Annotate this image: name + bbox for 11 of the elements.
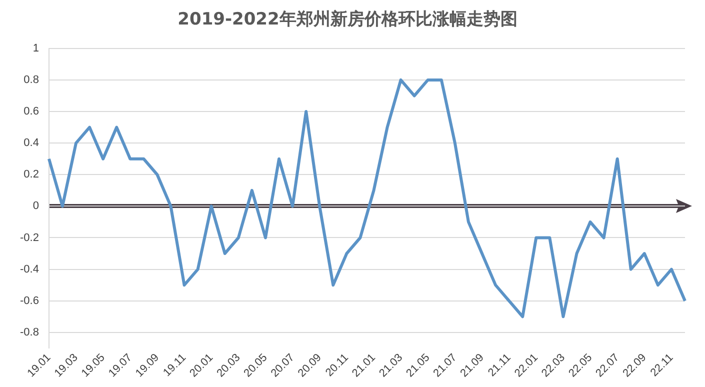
y-tick-label: -0.6 (20, 294, 39, 307)
y-tick-label: 0 (32, 200, 39, 212)
y-tick-label: 0.6 (24, 106, 39, 118)
y-tick-label: 1 (32, 42, 39, 54)
y-tick-label: -0.2 (20, 232, 39, 244)
y-tick-label: -0.8 (20, 326, 39, 338)
y-tick-label: -0.4 (20, 263, 39, 276)
y-tick-label: 0.8 (24, 74, 39, 86)
y-tick-label: 0.2 (24, 168, 39, 181)
y-tick-label: 0.4 (24, 137, 39, 150)
chart-title: 2019-2022年郑州新房价格环比涨幅走势图 (178, 10, 518, 30)
